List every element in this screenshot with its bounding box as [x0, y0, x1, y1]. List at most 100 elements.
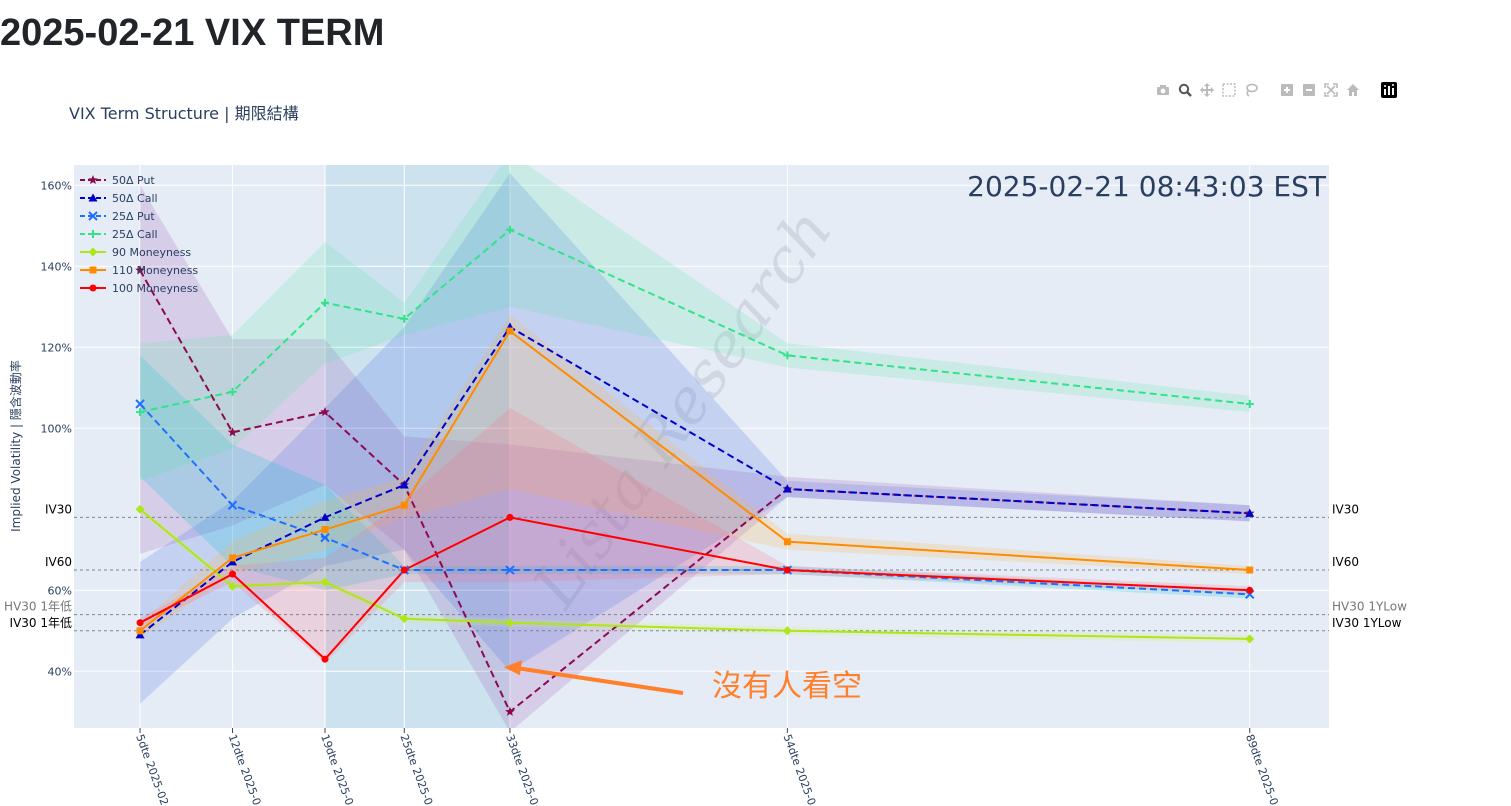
- point-100-moneyness: [1246, 586, 1254, 594]
- ref-label-right-iv30: IV30: [1332, 502, 1359, 516]
- band-25-call: [140, 165, 1250, 481]
- y-tick-label: 60%: [48, 584, 72, 597]
- point-100-moneyness: [783, 566, 791, 574]
- point-100-moneyness: [506, 513, 514, 521]
- legend-label-100-moneyness: 100 Moneyness: [112, 282, 198, 295]
- plot-area[interactable]: [74, 165, 1329, 728]
- x-tick-label: 25dte 2025-0: [397, 733, 435, 806]
- point-100-moneyness: [400, 566, 408, 574]
- point-50-call: [399, 480, 409, 489]
- legend-label-50-put: 50Δ Put: [112, 174, 155, 187]
- grid-lines: [74, 165, 1329, 728]
- point-100-moneyness: [136, 619, 144, 627]
- point-110-moneyness: [321, 526, 329, 534]
- point-50-put: [320, 407, 330, 417]
- zoom-out-icon[interactable]: [1301, 82, 1317, 98]
- highlight-band: [325, 165, 510, 728]
- ref-label-left-iv30-1ylow: IV30 1年低: [10, 616, 72, 630]
- ref-label-right-iv60: IV60: [1332, 555, 1359, 569]
- legend-marker-90-moneyness: [88, 247, 98, 257]
- point-110-moneyness: [400, 501, 408, 509]
- annotation-arrow-shaft: [517, 666, 684, 695]
- point-50-put: [505, 706, 515, 716]
- y-tick-label: 120%: [41, 341, 72, 354]
- legend-label-25-put: 25Δ Put: [112, 210, 155, 223]
- series-markers: [135, 225, 1255, 716]
- ref-label-right-hv30-1ylow: HV30 1YLow: [1332, 600, 1407, 614]
- annotation-arrow-head: [503, 660, 522, 676]
- point-110-moneyness: [783, 538, 791, 546]
- camera-icon[interactable]: [1155, 82, 1171, 98]
- point-25-put: [505, 565, 515, 575]
- point-25-call: [1245, 399, 1254, 408]
- lasso-icon[interactable]: [1243, 82, 1259, 98]
- point-25-call: [783, 351, 792, 360]
- x-tick-label: 54dte 2025-0: [781, 733, 819, 806]
- point-25-call: [228, 387, 237, 396]
- point-90-moneyness: [505, 618, 515, 628]
- autoscale-icon[interactable]: [1323, 82, 1339, 98]
- legend: 50Δ Put 50Δ Call 25Δ Put 25Δ Call 90 Moneyne…: [80, 174, 198, 295]
- point-90-moneyness: [228, 581, 238, 591]
- ref-label-left-hv30-1ylow: HV30 1年低: [4, 600, 72, 614]
- y-tick-label: 100%: [41, 422, 72, 435]
- point-25-put: [135, 399, 145, 409]
- y-tick-label: 140%: [41, 260, 72, 273]
- reset-axes-icon[interactable]: [1345, 82, 1361, 98]
- box-select-icon[interactable]: [1221, 82, 1237, 98]
- band-100-moneyness: [140, 408, 1250, 664]
- highlight-band-rect: [325, 165, 510, 728]
- point-50-call: [135, 630, 145, 639]
- page-title: 2025-02-21 VIX TERM: [0, 12, 385, 54]
- y-tick-label: 40%: [48, 665, 72, 678]
- ref-label-left-iv60: IV60: [45, 555, 72, 569]
- legend-marker-50-call: [88, 193, 98, 202]
- pan-icon[interactable]: [1199, 82, 1215, 98]
- point-90-moneyness: [1245, 634, 1255, 644]
- x-tick-label: 89dte 2025-0: [1243, 733, 1281, 806]
- point-25-put: [227, 500, 238, 510]
- point-90-moneyness: [399, 614, 409, 624]
- legend-marker-25-put: [88, 211, 98, 221]
- annotation-text: 沒有人看空: [712, 669, 862, 704]
- band-110-moneyness: [140, 314, 1250, 639]
- point-25-put: [320, 532, 330, 543]
- legend-marker-100-moneyness: [89, 284, 97, 292]
- zoom-icon[interactable]: [1177, 82, 1193, 98]
- plotly-logo-icon[interactable]: [1381, 82, 1397, 98]
- x-tick-label: 5dte 2025-02: [133, 733, 171, 806]
- point-50-call: [1245, 508, 1255, 517]
- point-110-moneyness: [136, 627, 144, 635]
- chart-title: VIX Term Structure | 期限結構: [69, 104, 299, 123]
- point-50-call: [228, 557, 238, 566]
- point-110-moneyness: [229, 554, 237, 562]
- legend-label-90-moneyness: 90 Moneyness: [112, 246, 191, 259]
- timestamp-label: 2025-02-21 08:43:03 EST: [967, 170, 1327, 203]
- point-90-moneyness: [782, 626, 792, 636]
- point-25-call: [321, 298, 329, 307]
- zoom-in-icon[interactable]: [1279, 82, 1295, 98]
- y-axis-label: Implied Volatility | 隱含波動率: [8, 360, 23, 532]
- chart-modebar: [1155, 80, 1397, 100]
- x-axis-ticks: 5dte 2025-02 12dte 2025-0 19dte 2025-0 25dt…: [133, 728, 1281, 806]
- point-100-moneyness: [321, 655, 329, 663]
- annotation: 沒有人看空: [503, 660, 862, 704]
- x-tick-label: 33dte 2025-0: [503, 733, 541, 806]
- ref-label-right-iv30-1ylow: IV30 1YLow: [1332, 616, 1402, 630]
- point-90-moneyness: [135, 504, 145, 514]
- point-110-moneyness: [1246, 566, 1254, 574]
- legend-label-50-call: 50Δ Call: [112, 192, 158, 205]
- point-50-call: [782, 484, 792, 493]
- legend-marker-50-put: [88, 175, 98, 185]
- point-25-call: [505, 225, 514, 234]
- point-90-moneyness: [320, 577, 330, 587]
- point-25-call: [400, 314, 409, 323]
- confidence-bands: [140, 165, 1250, 728]
- legend-label-25-call: 25Δ Call: [112, 228, 158, 241]
- legend-marker-25-call: [89, 230, 97, 238]
- x-tick-label: 19dte 2025-0: [318, 733, 356, 806]
- point-100-moneyness: [229, 570, 237, 578]
- band-50-put: [140, 185, 1250, 728]
- reference-lines: IV30 IV30 IV60 IV60 HV30 1年低 HV30 1YLow IV30 1…: [4, 502, 1407, 632]
